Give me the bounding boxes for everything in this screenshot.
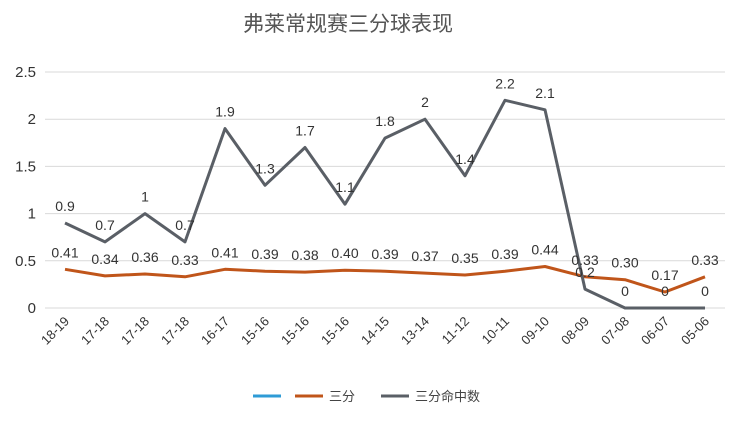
x-tick-label: 17-18	[158, 314, 192, 348]
y-tick-label: 1.5	[15, 158, 36, 175]
data-label: 0	[621, 283, 629, 299]
data-label: 2.1	[535, 85, 555, 101]
x-tick-label: 17-18	[78, 314, 112, 348]
data-label: 1.9	[215, 104, 235, 120]
data-label: 0.41	[211, 244, 238, 260]
data-label: 1.4	[455, 151, 475, 167]
data-label: 0.39	[251, 246, 278, 262]
data-label: 0.17	[651, 267, 678, 283]
data-label: 0.36	[131, 249, 158, 265]
data-label: 1	[141, 189, 149, 205]
y-tick-label: 1	[28, 206, 36, 223]
y-tick-label: 0.5	[15, 253, 36, 270]
x-tick-label: 14-15	[358, 314, 392, 348]
legend-label: 三分	[329, 390, 355, 405]
x-tick-label: 08-09	[558, 314, 592, 348]
legend: 三分 三分命中数	[253, 389, 480, 405]
x-tick-label: 09-10	[518, 314, 552, 348]
legend-label: 三分命中数	[415, 389, 480, 405]
data-label: 0.33	[691, 252, 718, 268]
data-label: 0.7	[95, 217, 115, 233]
x-tick-label: 07-08	[598, 314, 632, 348]
x-tick-label: 13-14	[398, 314, 432, 348]
y-axis: 0 0.5 1 1.5 2 2.5	[15, 64, 36, 317]
data-label: 1.1	[335, 179, 355, 195]
gridlines	[45, 71, 725, 309]
x-tick-label: 10-11	[479, 314, 512, 347]
data-label: 0.2	[575, 264, 595, 280]
data-label: 0.9	[55, 198, 75, 214]
data-label: 2	[421, 94, 429, 110]
series-line-1	[64, 265, 706, 294]
data-label: 0.33	[171, 252, 198, 268]
series-line-2	[64, 98, 705, 310]
data-label: 0.34	[91, 251, 118, 267]
x-tick-label: 18-19	[38, 314, 72, 348]
data-label: 0.33	[571, 252, 598, 268]
data-label: 0	[661, 283, 669, 299]
x-tick-label: 15-16	[318, 314, 352, 348]
x-tick-label: 15-16	[278, 314, 312, 348]
data-label: 1.7	[295, 123, 315, 139]
data-label: 0.38	[291, 247, 318, 263]
y-tick-label: 2	[28, 111, 36, 128]
x-tick-label: 15-16	[238, 314, 272, 348]
data-label: 2.2	[495, 75, 515, 91]
data-label: 0.40	[331, 245, 358, 261]
data-label: 1.3	[255, 160, 275, 176]
x-tick-label: 06-07	[638, 314, 672, 348]
data-label: 0.30	[611, 255, 638, 271]
data-label: 0.44	[531, 241, 558, 257]
x-tick-label: 17-18	[118, 314, 152, 348]
data-label: 0	[701, 283, 709, 299]
data-label: 0.37	[411, 248, 438, 264]
x-tick-label: 11-12	[439, 314, 472, 347]
data-label: 0.41	[51, 244, 78, 260]
data-label: 0.35	[451, 250, 478, 266]
data-label: 0.39	[371, 246, 398, 262]
x-tick-label: 05-06	[678, 314, 712, 348]
data-label: 1.8	[375, 113, 395, 129]
data-labels: 0.41 0.34 0.36 0.33 0.41 0.39 0.38 0.40 0.39 0.37…	[51, 75, 718, 299]
x-tick-label: 16-17	[198, 314, 232, 348]
series-group	[64, 98, 706, 310]
y-tick-label: 2.5	[15, 64, 36, 81]
data-label: 0.39	[491, 246, 518, 262]
y-tick-label: 0	[28, 300, 36, 317]
data-label: 0.7	[175, 217, 195, 233]
chart-title: 弗莱常规赛三分球表现	[243, 12, 453, 36]
x-axis: 18-19 17-18 17-18 17-18 16-17 15-16 15-16 15-16…	[38, 314, 712, 348]
